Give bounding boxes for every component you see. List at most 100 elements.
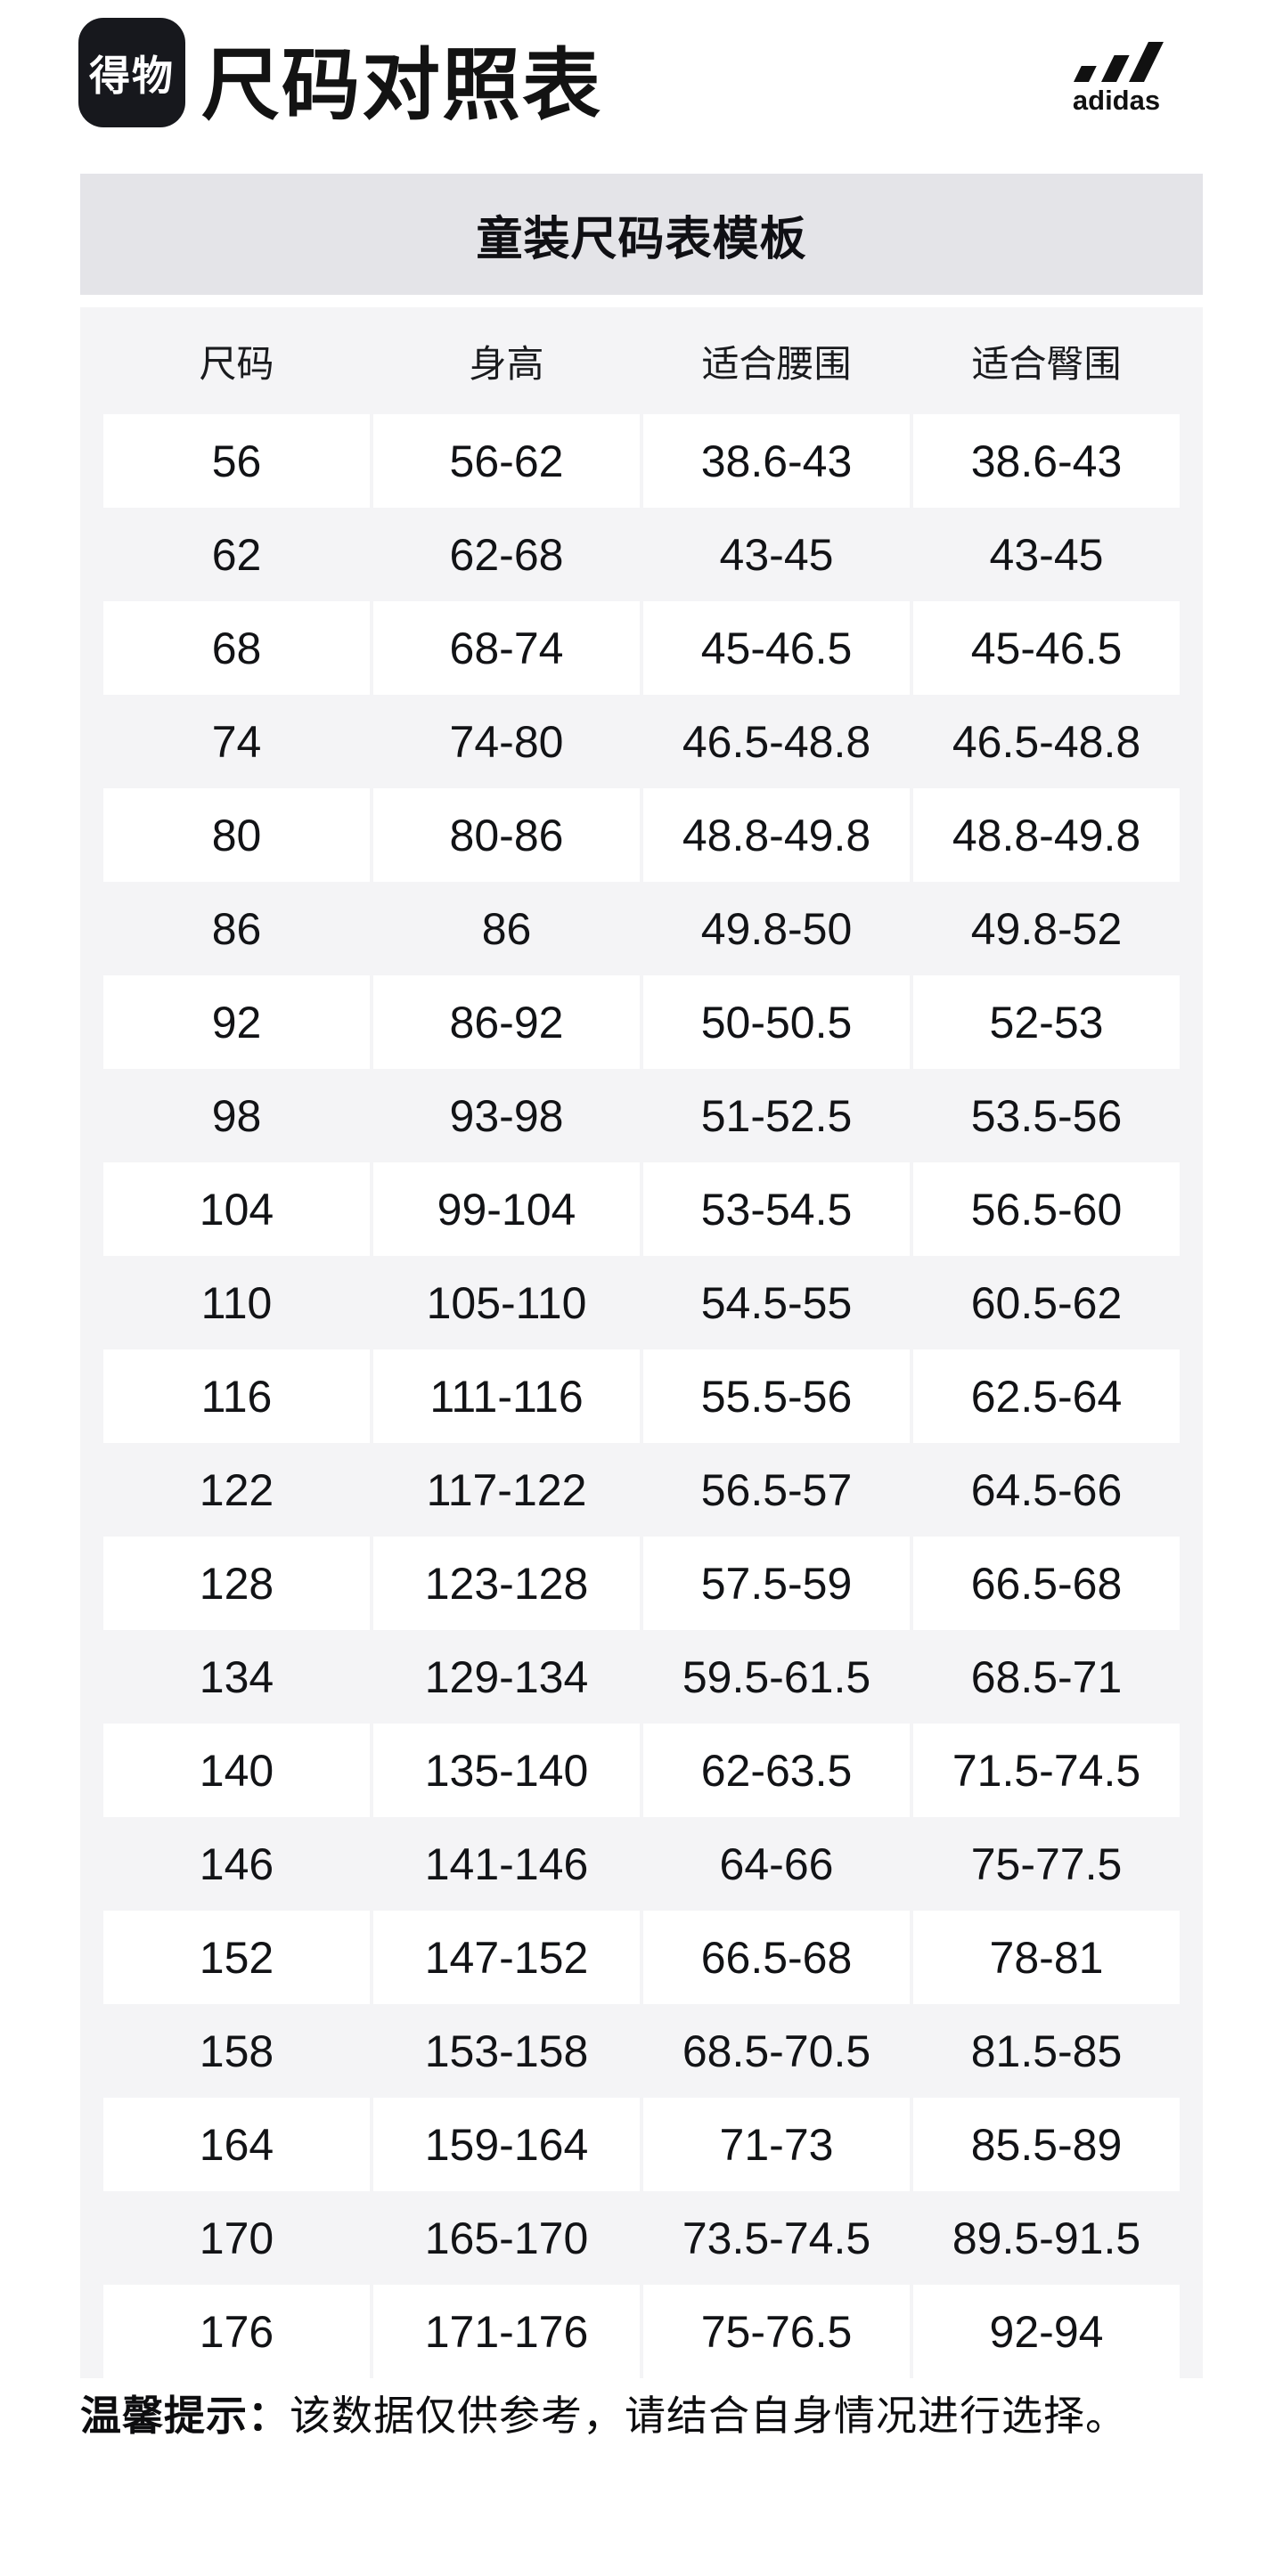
table-row: 92 86-92 50-50.5 52-53 (80, 975, 1203, 1069)
table-cell: 62-68 (449, 529, 564, 580)
table-row: 98 93-98 51-52.5 53.5-56 (80, 1069, 1203, 1162)
column-header: 身高 (469, 342, 544, 385)
table-cell: 43-45 (989, 529, 1104, 580)
table-cell: 50-50.5 (643, 975, 910, 1069)
table-cell: 49.8-50 (700, 903, 853, 954)
table-cell: 85.5-89 (913, 2098, 1180, 2191)
table-cell: 147-152 (373, 1911, 640, 2004)
table-cell: 59.5-61.5 (682, 1651, 871, 1702)
table-cell: 52-53 (913, 975, 1180, 1069)
table-cell: 68 (103, 601, 370, 695)
table-cell: 60.5-62 (970, 1277, 1123, 1328)
table-cell: 56-62 (373, 414, 640, 508)
table-cell: 129-134 (424, 1651, 589, 1702)
table-cell: 43-45 (719, 529, 834, 580)
table-cell: 56.5-57 (700, 1464, 853, 1515)
table-row: 134 129-134 59.5-61.5 68.5-71 (80, 1630, 1203, 1724)
table-cell: 170 (199, 2213, 274, 2263)
table-row: 74 74-80 46.5-48.8 46.5-48.8 (80, 695, 1203, 788)
adidas-stripe-icon (1129, 42, 1164, 82)
table-cell: 46.5-48.8 (682, 716, 871, 767)
table-row: 122 117-122 56.5-57 64.5-66 (80, 1443, 1203, 1537)
table-row: 116 111-116 55.5-56 62.5-64 (80, 1349, 1203, 1443)
size-table-body: 56 56-62 38.6-43 38.6-43 62 62-68 43-45 43-45 68… (80, 414, 1203, 2378)
table-cell: 68.5-71 (970, 1651, 1123, 1702)
column-header: 尺码 (199, 342, 274, 385)
table-row: 104 99-104 53-54.5 56.5-60 (80, 1162, 1203, 1256)
table-cell: 78-81 (913, 1911, 1180, 2004)
table-cell: 165-170 (424, 2213, 589, 2263)
table-cell: 45-46.5 (913, 601, 1180, 695)
table-row: 80 80-86 48.8-49.8 48.8-49.8 (80, 788, 1203, 882)
table-cell: 38.6-43 (913, 414, 1180, 508)
table-cell: 55.5-56 (643, 1349, 910, 1443)
table-cell: 92-94 (913, 2285, 1180, 2378)
table-row: 158 153-158 68.5-70.5 81.5-85 (80, 2004, 1203, 2098)
table-cell: 86 (481, 903, 532, 954)
table-cell: 66.5-68 (913, 1537, 1180, 1630)
table-cell: 66.5-68 (643, 1911, 910, 2004)
table-cell: 86-92 (373, 975, 640, 1069)
table-row: 62 62-68 43-45 43-45 (80, 508, 1203, 601)
table-cell: 86 (211, 903, 262, 954)
table-cell: 135-140 (373, 1724, 640, 1817)
table-cell: 93-98 (449, 1090, 564, 1141)
table-title-banner: 童装尺码表模板 (80, 174, 1203, 295)
table-row: 152 147-152 66.5-68 78-81 (80, 1911, 1203, 2004)
footer-tip: 温馨提示：该数据仅供参考，请结合自身情况进行选择。 (80, 2389, 1127, 2442)
table-cell: 81.5-85 (970, 2026, 1123, 2076)
table-cell: 64.5-66 (970, 1464, 1123, 1515)
table-cell: 159-164 (373, 2098, 640, 2191)
adidas-wordmark: adidas (1072, 85, 1161, 116)
table-cell: 48.8-49.8 (643, 788, 910, 882)
table-row: 170 165-170 73.5-74.5 89.5-91.5 (80, 2191, 1203, 2285)
table-cell: 98 (211, 1090, 262, 1141)
dewu-logo-text: 得物 (89, 52, 175, 99)
table-cell: 171-176 (373, 2285, 640, 2378)
table-row: 110 105-110 54.5-55 60.5-62 (80, 1256, 1203, 1349)
table-cell: 153-158 (424, 2026, 589, 2076)
table-row: 176 171-176 75-76.5 92-94 (80, 2285, 1203, 2378)
table-cell: 74-80 (449, 716, 564, 767)
table-cell: 57.5-59 (643, 1537, 910, 1630)
table-cell: 73.5-74.5 (682, 2213, 871, 2263)
column-header: 适合臀围 (971, 342, 1122, 385)
size-table: 尺码 身高 适合腰围 适合臀围 56 56-62 38.6-43 38.6-43 62 62-6… (80, 307, 1203, 2378)
table-cell: 152 (103, 1911, 370, 2004)
column-header: 适合腰围 (701, 342, 852, 385)
table-cell: 62-63.5 (643, 1724, 910, 1817)
table-cell: 54.5-55 (700, 1277, 853, 1328)
table-row: 56 56-62 38.6-43 38.6-43 (80, 414, 1203, 508)
table-cell: 64-66 (719, 1838, 834, 1889)
table-row: 140 135-140 62-63.5 71.5-74.5 (80, 1724, 1203, 1817)
table-cell: 45-46.5 (643, 601, 910, 695)
table-cell: 122 (199, 1464, 274, 1515)
table-row: 128 123-128 57.5-59 66.5-68 (80, 1537, 1203, 1630)
table-row: 146 141-146 64-66 75-77.5 (80, 1817, 1203, 1911)
table-cell: 75-76.5 (643, 2285, 910, 2378)
table-cell: 56 (103, 414, 370, 508)
table-cell: 116 (103, 1349, 370, 1443)
table-cell: 123-128 (373, 1537, 640, 1630)
table-cell: 71-73 (643, 2098, 910, 2191)
page-title: 尺码对照表 (201, 41, 603, 129)
table-cell: 68-74 (373, 601, 640, 695)
table-cell: 89.5-91.5 (952, 2213, 1141, 2263)
table-cell: 62.5-64 (913, 1349, 1180, 1443)
banner-title: 童装尺码表模板 (476, 213, 807, 265)
adidas-stripe-icon (1074, 66, 1097, 82)
table-cell: 48.8-49.8 (913, 788, 1180, 882)
table-cell: 80-86 (373, 788, 640, 882)
table-cell: 146 (199, 1838, 274, 1889)
table-row: 68 68-74 45-46.5 45-46.5 (80, 601, 1203, 695)
table-cell: 176 (103, 2285, 370, 2378)
table-cell: 140 (103, 1724, 370, 1817)
adidas-stripes-icon (1072, 40, 1164, 82)
table-row: 164 159-164 71-73 85.5-89 (80, 2098, 1203, 2191)
table-cell: 62 (211, 529, 262, 580)
table-cell: 117-122 (426, 1464, 587, 1515)
dewu-logo: 得物 (78, 18, 185, 127)
table-cell: 56.5-60 (913, 1162, 1180, 1256)
table-cell: 46.5-48.8 (952, 716, 1141, 767)
